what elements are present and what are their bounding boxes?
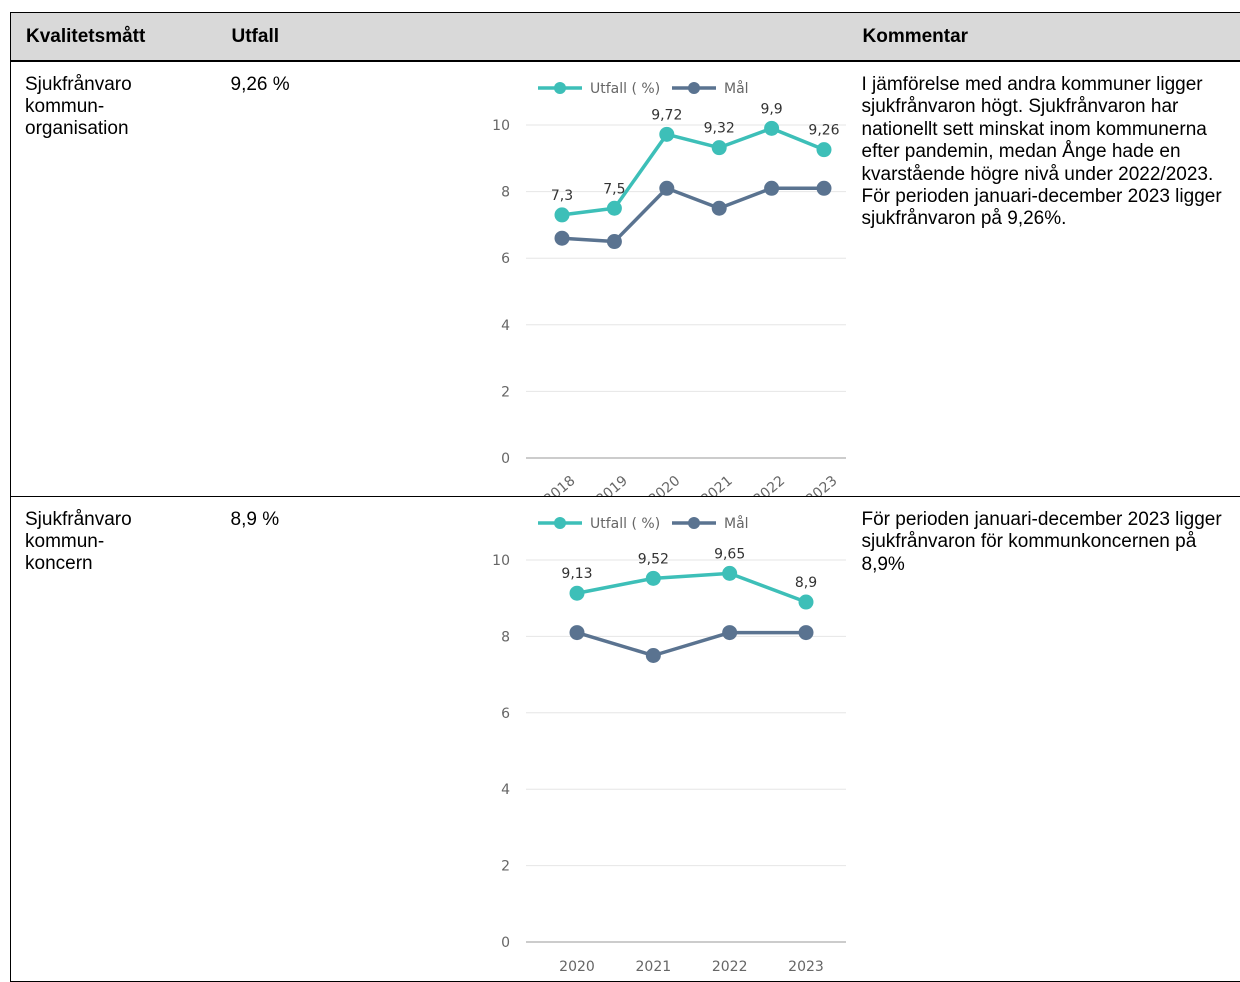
measure-cell: Sjukfrånvaro kommun- koncern	[11, 497, 218, 982]
line-chart-2: Utfall ( %) Mål 0 2 4 6 8 10 2020 2021 2022 2023 9,1…	[450, 497, 852, 981]
legend: Utfall ( %) Mål	[538, 80, 749, 97]
y-tick-label: 8	[501, 629, 510, 645]
y-tick-label: 8	[501, 185, 510, 201]
comment-text: För perioden januari-december 2023 ligge…	[852, 497, 1240, 576]
y-tick-label: 2	[501, 384, 510, 400]
y-tick-label: 4	[501, 318, 510, 334]
y-tick-label: 6	[501, 251, 510, 267]
data-label: 9,72	[651, 107, 682, 123]
comment-text: I jämförelse med andra kommuner ligger s…	[852, 62, 1240, 231]
header-row: Kvalitetsmått Utfall Kommentar	[11, 13, 1240, 62]
data-label: 8,9	[794, 575, 816, 591]
data-point	[816, 142, 831, 157]
x-tick-label: 2019	[593, 473, 631, 496]
legend-swatch-marker	[688, 517, 700, 529]
data-point	[569, 586, 584, 601]
data-point	[816, 181, 831, 196]
x-tick-label: 2018	[540, 473, 578, 496]
header-chart	[450, 13, 852, 62]
data-label: 7,3	[550, 188, 572, 204]
y-tick-label: 10	[492, 118, 510, 134]
legend-label: Utfall ( %)	[590, 516, 660, 532]
data-point	[711, 140, 726, 155]
comment-cell: För perioden januari-december 2023 ligge…	[852, 497, 1240, 982]
data-label: 9,65	[714, 546, 745, 562]
data-point	[645, 571, 660, 586]
data-point	[798, 595, 813, 610]
x-tick-label: 2022	[750, 473, 788, 496]
data-point	[606, 201, 621, 216]
data-point	[569, 625, 584, 640]
legend-swatch-marker	[554, 82, 566, 94]
value-cell: 9,26 %	[218, 61, 450, 497]
legend-swatch-marker	[554, 517, 566, 529]
outcome-value: 8,9 %	[218, 497, 450, 531]
y-tick-label: 10	[492, 553, 510, 569]
series-mal	[554, 181, 831, 249]
data-label: 9,13	[561, 566, 592, 582]
x-tick-label: 2020	[559, 959, 595, 975]
series-mal	[569, 625, 813, 663]
x-tick-label: 2023	[788, 959, 824, 975]
legend-label: Utfall ( %)	[590, 81, 660, 97]
y-tick-label: 2	[501, 859, 510, 875]
quality-table: Kvalitetsmått Utfall Kommentar Sjukfrånv…	[10, 12, 1240, 982]
series-line	[577, 573, 806, 602]
x-tick-label: 2021	[635, 959, 671, 975]
series-utfall: 9,13 9,52 9,65 8,9	[561, 546, 817, 609]
value-cell: 8,9 %	[218, 497, 450, 982]
comment-cell: I jämförelse med andra kommuner ligger s…	[852, 61, 1240, 497]
table-row: Sjukfrånvaro kommun- organisation 9,26 %…	[11, 61, 1240, 497]
x-tick-label: 2020	[645, 473, 683, 496]
data-point	[722, 625, 737, 640]
x-tick-label: 2021	[698, 473, 736, 496]
data-point	[659, 181, 674, 196]
data-point	[711, 201, 726, 216]
series-line	[562, 128, 824, 215]
data-point	[798, 625, 813, 640]
legend-label: Mål	[724, 515, 749, 532]
series-utfall: 7,3 7,5 9,72 9,32 9,9 9,26	[550, 101, 839, 222]
y-tick-label: 0	[501, 451, 510, 467]
header-kommentar: Kommentar	[852, 13, 1240, 62]
legend: Utfall ( %) Mål	[538, 515, 749, 532]
chart-cell: Utfall ( %) Mål 0 2 4 6 8 10 2020 2021 2022 2023 9,1…	[450, 497, 852, 982]
data-label: 9,52	[637, 551, 668, 567]
outcome-value: 9,26 %	[218, 62, 450, 96]
data-point	[764, 121, 779, 136]
data-point	[554, 231, 569, 246]
data-point	[659, 127, 674, 142]
legend-label: Mål	[724, 80, 749, 97]
measure-line: kommun-	[25, 96, 218, 118]
measure-line: kommun-	[25, 531, 218, 553]
y-tick-label: 4	[501, 782, 510, 798]
data-label: 9,32	[703, 121, 734, 137]
data-point	[722, 566, 737, 581]
measure-line: Sjukfrånvaro	[25, 509, 218, 531]
data-point	[764, 181, 779, 196]
line-chart-1: Utfall ( %) Mål 0 2 4 6 8 10 2018 2019 2020 2021 202…	[450, 62, 852, 496]
table-row: Sjukfrånvaro kommun- koncern 8,9 % Utfal…	[11, 497, 1240, 982]
header-kvalitetsmatt: Kvalitetsmått	[11, 13, 218, 62]
measure-line: koncern	[25, 553, 218, 575]
data-point	[645, 648, 660, 663]
y-tick-label: 6	[501, 706, 510, 722]
header-utfall: Utfall	[218, 13, 450, 62]
legend-swatch-marker	[688, 82, 700, 94]
measure-line: Sjukfrånvaro	[25, 74, 218, 96]
data-point	[554, 207, 569, 222]
data-label: 9,9	[760, 101, 782, 117]
data-label: 7,5	[603, 181, 625, 197]
series-line	[562, 188, 824, 241]
chart-cell: Utfall ( %) Mål 0 2 4 6 8 10 2018 2019 2020 2021 202…	[450, 61, 852, 497]
measure-cell: Sjukfrånvaro kommun- organisation	[11, 61, 218, 497]
y-tick-label: 0	[501, 935, 510, 951]
measure-line: organisation	[25, 118, 218, 140]
x-tick-label: 2022	[711, 959, 747, 975]
x-tick-label: 2023	[802, 473, 840, 496]
data-label: 9,26	[808, 123, 839, 139]
data-point	[606, 234, 621, 249]
